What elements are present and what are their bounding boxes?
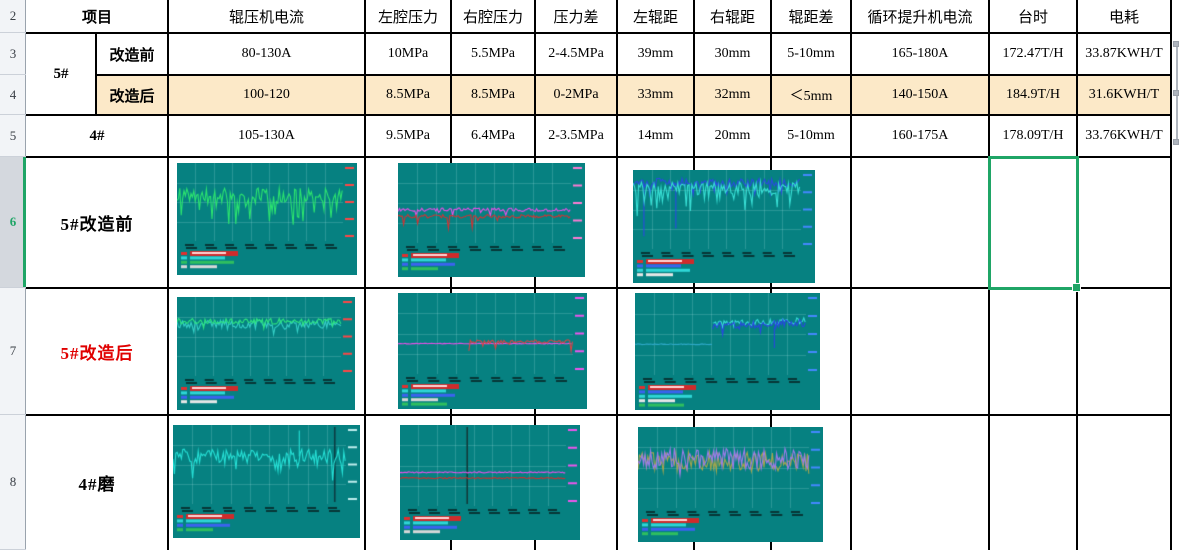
value-cell[interactable]: 33.76KWH/T: [1085, 128, 1163, 143]
value-cell[interactable]: 5-10mm: [787, 128, 835, 143]
chart-row-label[interactable]: 4#磨: [78, 475, 116, 494]
header-col-4[interactable]: 压力差: [553, 10, 599, 26]
value-cell[interactable]: 31.6KWH/T: [1088, 87, 1160, 102]
trend-chart-r6c2[interactable]: [398, 163, 585, 277]
header-col-7[interactable]: 辊距差: [788, 10, 834, 26]
header-col-5[interactable]: 左辊距: [632, 10, 678, 26]
object-handle-knob[interactable]: [1173, 139, 1179, 145]
value-cell[interactable]: 100-120: [243, 87, 290, 102]
trend-chart-r7c1[interactable]: [177, 297, 355, 410]
trend-chart-r8c1[interactable]: [173, 425, 360, 538]
row-header-8[interactable]: 8: [0, 415, 26, 550]
value-cell[interactable]: 33.87KWH/T: [1085, 46, 1163, 61]
value-cell[interactable]: 9.5MPa: [386, 128, 430, 143]
gridline: [167, 0, 169, 550]
value-cell[interactable]: 140-150A: [891, 87, 949, 102]
highlight-row-band: [96, 75, 1171, 115]
value-cell[interactable]: 14mm: [637, 128, 674, 143]
trend-chart-r7c2[interactable]: [398, 293, 587, 409]
value-cell[interactable]: 5-10mm: [787, 46, 835, 61]
row-header-2[interactable]: 2: [0, 0, 26, 33]
selected-cell-outline[interactable]: [987, 155, 1081, 292]
header-项目[interactable]: 项目: [81, 10, 112, 26]
value-cell[interactable]: ＜5mm: [789, 89, 833, 104]
trend-chart-r7c3[interactable]: [635, 293, 820, 410]
trend-chart-r8c3[interactable]: [638, 427, 823, 542]
gridline: [616, 0, 618, 550]
object-handle-knob[interactable]: [1173, 41, 1179, 47]
value-cell[interactable]: 39mm: [637, 46, 674, 61]
value-cell[interactable]: 8.5MPa: [471, 87, 515, 102]
value-cell[interactable]: 20mm: [714, 128, 751, 143]
header-col-6[interactable]: 右辊距: [709, 10, 755, 26]
header-col-10[interactable]: 电耗: [1108, 10, 1139, 26]
header-col-2[interactable]: 左腔压力: [377, 10, 438, 26]
label-before[interactable]: 改造前: [109, 47, 155, 64]
gridline: [364, 0, 366, 550]
value-cell[interactable]: 184.9T/H: [1005, 87, 1061, 102]
group-label-4[interactable]: 4#: [89, 127, 105, 144]
row-header-6[interactable]: 6: [0, 157, 26, 288]
row-header-5[interactable]: 5: [0, 115, 26, 157]
gridline: [1170, 0, 1172, 550]
value-cell[interactable]: 32mm: [714, 87, 751, 102]
trend-chart-r8c2[interactable]: [400, 425, 580, 540]
gridline: [850, 0, 852, 550]
value-cell[interactable]: 2-3.5MPa: [548, 128, 604, 143]
fill-handle[interactable]: [1071, 282, 1081, 292]
object-handle-knob[interactable]: [1173, 90, 1179, 96]
header-col-1[interactable]: 辊压机电流: [228, 10, 304, 26]
value-cell[interactable]: 30mm: [714, 46, 751, 61]
label-after[interactable]: 改造后: [109, 88, 155, 105]
gridline: [96, 74, 1171, 76]
gridline: [26, 287, 1171, 289]
gridline: [26, 114, 1171, 116]
value-cell[interactable]: 6.4MPa: [471, 128, 515, 143]
value-cell[interactable]: 105-130A: [238, 128, 295, 143]
row-header-3[interactable]: 3: [0, 33, 26, 75]
group-label-5[interactable]: 5#: [53, 65, 69, 82]
value-cell[interactable]: 33mm: [637, 87, 674, 102]
value-cell[interactable]: 2-4.5MPa: [548, 46, 604, 61]
value-cell[interactable]: 178.09T/H: [1002, 128, 1064, 143]
value-cell[interactable]: 8.5MPa: [386, 87, 430, 102]
value-cell[interactable]: 172.47T/H: [1002, 46, 1064, 61]
gridline: [26, 156, 1171, 158]
header-col-9[interactable]: 台时: [1017, 10, 1048, 26]
header-col-8[interactable]: 循环提升机电流: [867, 10, 973, 26]
value-cell[interactable]: 160-175A: [891, 128, 949, 143]
value-cell[interactable]: 5.5MPa: [471, 46, 515, 61]
value-cell[interactable]: 0-2MPa: [553, 87, 599, 102]
value-cell[interactable]: 80-130A: [241, 46, 292, 61]
row-header-4[interactable]: 4: [0, 75, 26, 115]
row-header-7[interactable]: 7: [0, 288, 26, 415]
trend-chart-r6c1[interactable]: [177, 163, 357, 275]
chart-row-label[interactable]: 5#改造前: [60, 215, 134, 234]
header-col-3[interactable]: 右腔压力: [462, 10, 523, 26]
trend-chart-r6c3[interactable]: [633, 170, 815, 283]
chart-row-label[interactable]: 5#改造后: [60, 344, 134, 363]
gridline: [26, 32, 1171, 34]
gridline: [26, 414, 1171, 416]
value-cell[interactable]: 165-180A: [891, 46, 949, 61]
value-cell[interactable]: 10MPa: [387, 46, 429, 61]
